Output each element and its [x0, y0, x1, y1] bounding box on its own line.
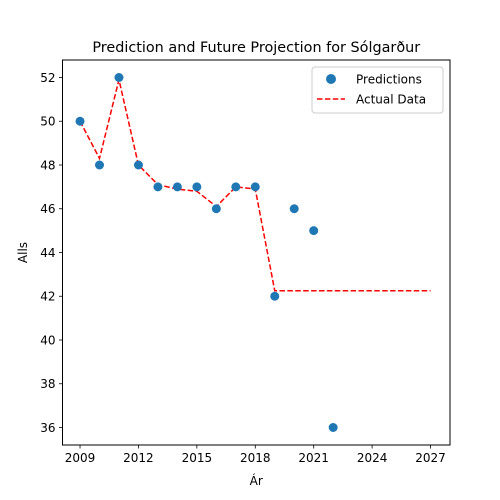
scatter-point-predictions [75, 116, 85, 126]
scatter-point-predictions [211, 204, 221, 214]
y-axis: 36 38 40 42 44 46 48 50 52 [40, 71, 63, 435]
legend-box [311, 66, 444, 114]
scatter-point-predictions [153, 182, 163, 192]
scatter-point-predictions [172, 182, 182, 192]
legend-marker-predictions [326, 74, 336, 84]
y-axis-label: Alls [16, 242, 30, 263]
plot-area [75, 73, 431, 432]
legend-label-predictions: Predictions [356, 73, 422, 87]
x-tick-label: 2021 [298, 451, 329, 465]
scatter-point-predictions [231, 182, 241, 192]
x-tick-label: 2009 [65, 451, 96, 465]
y-tick-label: 52 [40, 71, 55, 85]
x-tick-label: 2027 [415, 451, 446, 465]
scatter-point-predictions [114, 73, 124, 82]
y-tick-label: 46 [40, 202, 55, 216]
scatter-point-predictions [309, 226, 319, 236]
scatter-point-predictions [328, 423, 338, 432]
y-tick-label: 36 [40, 421, 55, 435]
scatter-point-predictions [133, 160, 143, 170]
scatter-point-predictions [270, 291, 280, 301]
y-tick-label: 48 [40, 158, 55, 172]
x-tick-label: 2018 [240, 451, 271, 465]
y-tick-label: 38 [40, 377, 55, 391]
scatter-point-predictions [250, 182, 260, 192]
y-tick-label: 40 [40, 333, 55, 347]
x-axis-label: Ár [250, 473, 263, 488]
y-tick-label: 42 [40, 290, 55, 304]
scatter-point-predictions [192, 182, 202, 192]
x-tick-label: 2012 [123, 451, 154, 465]
legend: Predictions Actual Data [311, 66, 444, 114]
x-tick-label: 2015 [182, 451, 213, 465]
chart-title: Prediction and Future Projection for Sól… [92, 40, 420, 56]
x-tick-label: 2024 [357, 451, 388, 465]
y-tick-label: 50 [40, 115, 55, 129]
scatter-point-predictions [94, 160, 104, 170]
x-axis: 2009 2012 2015 2018 2021 2024 2027 [65, 445, 446, 465]
legend-label-actual-data: Actual Data [356, 93, 426, 107]
scatter-point-predictions [289, 204, 299, 214]
y-tick-label: 44 [40, 246, 55, 260]
